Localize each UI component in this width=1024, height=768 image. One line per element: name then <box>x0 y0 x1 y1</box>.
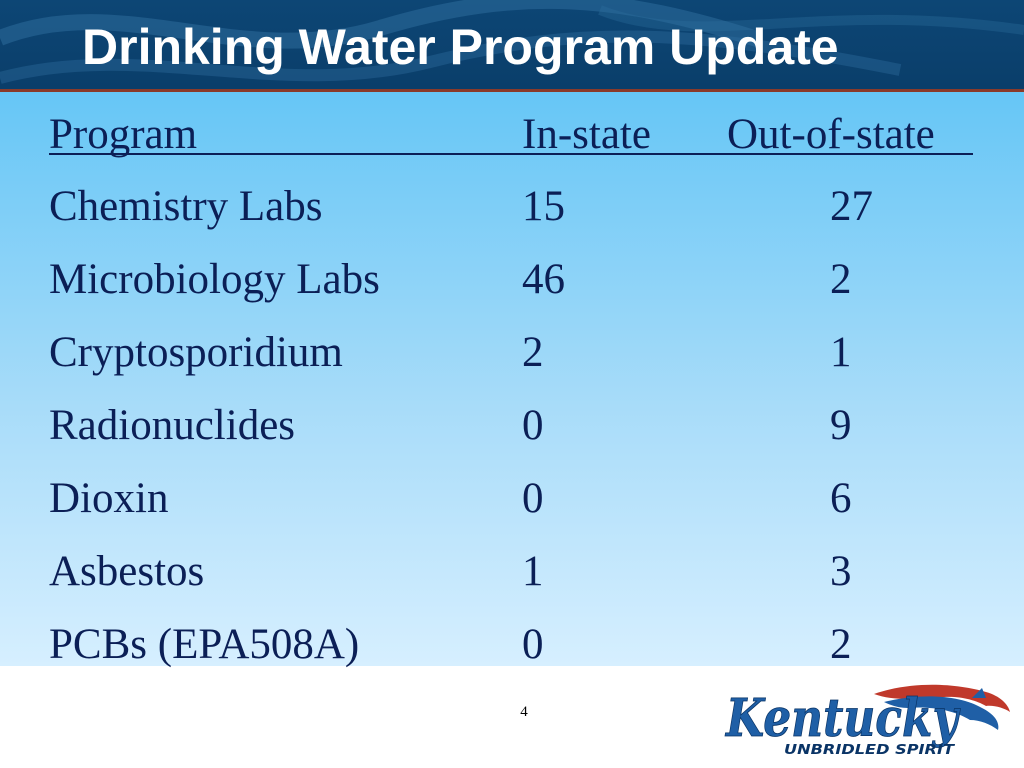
column-header-in-state: In-state <box>522 111 651 158</box>
logo-tagline: UNBRIDLED SPIRIT <box>784 743 955 758</box>
table-row-program: Radionuclides <box>49 402 296 449</box>
table-row-out-of-state: 6 <box>830 475 852 522</box>
table-row-out-of-state: 2 <box>830 256 852 303</box>
table-row-out-of-state: 1 <box>830 329 852 376</box>
header-divider <box>0 89 1024 92</box>
table-row-out-of-state: 3 <box>830 548 852 595</box>
table-row-program: Chemistry Labs <box>49 183 323 230</box>
table-row-in-state: 46 <box>522 256 565 303</box>
table-row-out-of-state: 27 <box>830 183 873 230</box>
page-number: 4 <box>520 704 528 720</box>
slide-header: Drinking Water Program Update <box>0 0 1024 90</box>
slide-title: Drinking Water Program Update <box>82 19 839 75</box>
table-row-in-state: 0 <box>522 402 544 449</box>
horse-head-icon <box>874 684 1010 730</box>
table-row-out-of-state: 2 <box>830 621 852 668</box>
header-underline <box>49 153 973 155</box>
kentucky-logo: Kentucky UNBRIDLED SPIRIT <box>724 684 1010 758</box>
table-row-in-state: 0 <box>522 475 544 522</box>
table-row-program: Cryptosporidium <box>49 329 343 376</box>
slide-content <box>0 92 1024 666</box>
table-row-program: Dioxin <box>49 475 169 522</box>
column-header-out-of-state: Out-of-state <box>727 111 935 158</box>
column-header-program: Program <box>49 111 198 158</box>
table-row-out-of-state: 9 <box>830 402 852 449</box>
table-row-in-state: 15 <box>522 183 565 230</box>
table-row-program: PCBs (EPA508A) <box>49 621 360 668</box>
header-swirl-decoration <box>0 0 1024 84</box>
table-row-in-state: 1 <box>522 548 544 595</box>
table-row-program: Microbiology Labs <box>49 256 380 303</box>
logo-wordmark: Kentucky <box>724 688 961 749</box>
table-row-in-state: 0 <box>522 621 544 668</box>
table-row-program: Asbestos <box>49 548 205 595</box>
table-row-in-state: 2 <box>522 329 544 376</box>
